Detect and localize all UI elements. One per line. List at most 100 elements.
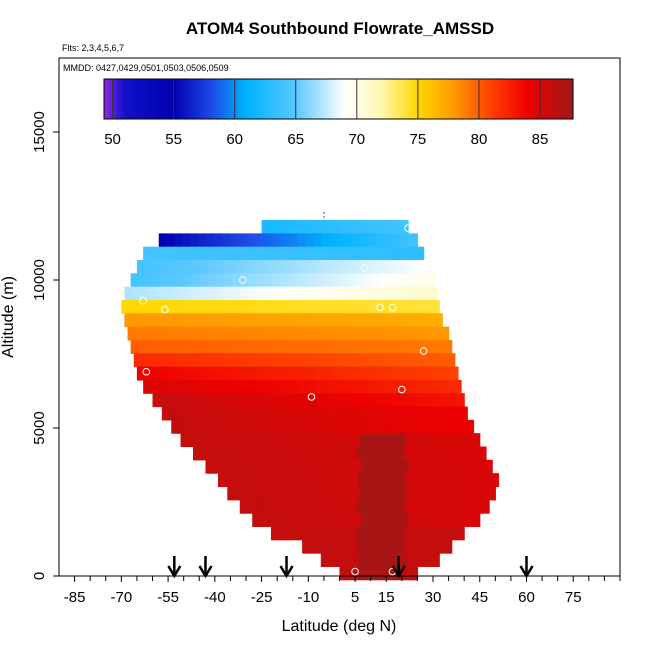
- heatmap-cell: [370, 299, 380, 314]
- heatmap-cell: [158, 326, 168, 341]
- colorbar-swatch: [445, 79, 449, 119]
- heatmap-cell: [291, 246, 300, 261]
- colorbar-swatch: [429, 79, 433, 119]
- heatmap-cell: [317, 446, 327, 461]
- heatmap-cell: [196, 433, 205, 448]
- heatmap-cell: [188, 433, 197, 448]
- heatmap-cell: [355, 366, 364, 381]
- heatmap-cell: [422, 353, 431, 368]
- heatmap-cell: [450, 539, 453, 554]
- heatmap-cell: [462, 459, 471, 474]
- heatmap-cell: [132, 313, 141, 328]
- heatmap-cell: [415, 513, 425, 528]
- heatmap-cell: [160, 260, 169, 274]
- heatmap-cell: [353, 233, 362, 248]
- heatmap-cell: [380, 539, 389, 554]
- heatmap-cell: [384, 326, 394, 341]
- heatmap-cell: [376, 326, 386, 341]
- heatmap-cell: [457, 499, 467, 514]
- colorbar-swatch: [385, 79, 389, 119]
- heatmap-cell: [401, 366, 411, 381]
- colorbar-swatch: [299, 79, 303, 119]
- heatmap-cell: [434, 406, 443, 421]
- heatmap-cell: [182, 326, 191, 341]
- colorbar-swatch: [432, 79, 436, 119]
- heatmap-cell: [412, 313, 422, 328]
- heatmap-cell: [177, 406, 186, 421]
- heatmap-cell: [222, 366, 232, 381]
- heatmap-cell: [168, 366, 177, 381]
- heatmap-cell: [256, 419, 266, 434]
- colorbar-swatch: [333, 79, 337, 119]
- heatmap-cell: [298, 326, 308, 341]
- heatmap-cell: [345, 326, 355, 341]
- heatmap-cell: [189, 233, 199, 248]
- colorbar-swatch: [398, 79, 402, 119]
- heatmap-cell: [144, 260, 154, 274]
- heatmap-cell: [423, 459, 433, 474]
- heatmap-cell: [306, 246, 316, 261]
- heatmap-cell: [344, 553, 353, 567]
- heatmap-cell: [200, 339, 210, 354]
- heatmap-cell: [278, 339, 288, 354]
- heatmap-cell: [300, 393, 309, 408]
- heatmap-cell: [470, 459, 479, 474]
- colorbar-swatch: [424, 79, 428, 119]
- heatmap-cell: [387, 406, 397, 421]
- heatmap-cell: [429, 433, 439, 448]
- colorbar-swatch: [463, 79, 467, 119]
- heatmap-cell: [428, 313, 437, 328]
- heatmap-cell: [242, 486, 252, 501]
- heatmap-cell: [364, 539, 373, 554]
- colorbar-swatch: [531, 79, 535, 119]
- heatmap-cell: [247, 273, 256, 288]
- heatmap-cell: [250, 486, 260, 501]
- colorbar-swatch: [187, 79, 191, 119]
- heatmap-cell: [362, 393, 372, 408]
- heatmap-cell: [333, 273, 342, 288]
- heatmap-cell: [194, 419, 203, 434]
- heatmap-cell: [414, 433, 423, 448]
- heatmap-cell: [409, 260, 419, 274]
- heatmap-cell: [253, 260, 263, 274]
- heatmap-cell: [197, 379, 207, 394]
- heatmap-cell: [361, 459, 370, 474]
- heatmap-cell: [328, 353, 337, 368]
- heatmap-cell: [383, 433, 392, 448]
- heatmap-cell: [420, 419, 429, 434]
- heatmap-cell: [185, 339, 194, 354]
- colorbar: 50 55 60 65 70 75 80 85: [103, 78, 574, 148]
- overlay-point: [360, 264, 369, 272]
- heatmap-cell: [222, 393, 232, 408]
- heatmap-cell: [303, 313, 313, 328]
- heatmap-cell: [241, 473, 250, 488]
- heatmap-cell: [270, 446, 280, 461]
- heatmap-cell: [442, 339, 451, 354]
- colorbar-swatch: [252, 79, 256, 119]
- heatmap-cell: [392, 246, 401, 261]
- heatmap-cell: [450, 526, 459, 541]
- heatmap-cell: [370, 220, 380, 234]
- heatmap-cell: [207, 260, 216, 274]
- heatmap-cell: [224, 273, 233, 288]
- heatmap-cell: [448, 393, 457, 408]
- heatmap-cell: [313, 353, 322, 368]
- heatmap-cell: [183, 393, 193, 408]
- heatmap-cell: [274, 433, 283, 448]
- heatmap-cell: [288, 419, 297, 434]
- heatmap-cell: [355, 260, 364, 274]
- colorbar-swatch: [145, 79, 149, 119]
- heatmap-cell: [193, 406, 202, 421]
- heatmap-cell: [454, 513, 464, 528]
- heatmap-cell: [174, 246, 183, 261]
- heatmap-cell: [450, 406, 459, 421]
- heatmap-cell: [403, 273, 412, 288]
- heatmap-cell: [193, 339, 202, 354]
- colorbar-swatch: [361, 79, 366, 119]
- heatmap-cell: [395, 406, 404, 421]
- heatmap-cell: [355, 220, 364, 234]
- colorbar-swatch: [163, 79, 168, 119]
- heatmap-cell: [481, 446, 487, 461]
- heatmap-cell: [476, 486, 486, 501]
- heatmap-cell: [244, 459, 253, 474]
